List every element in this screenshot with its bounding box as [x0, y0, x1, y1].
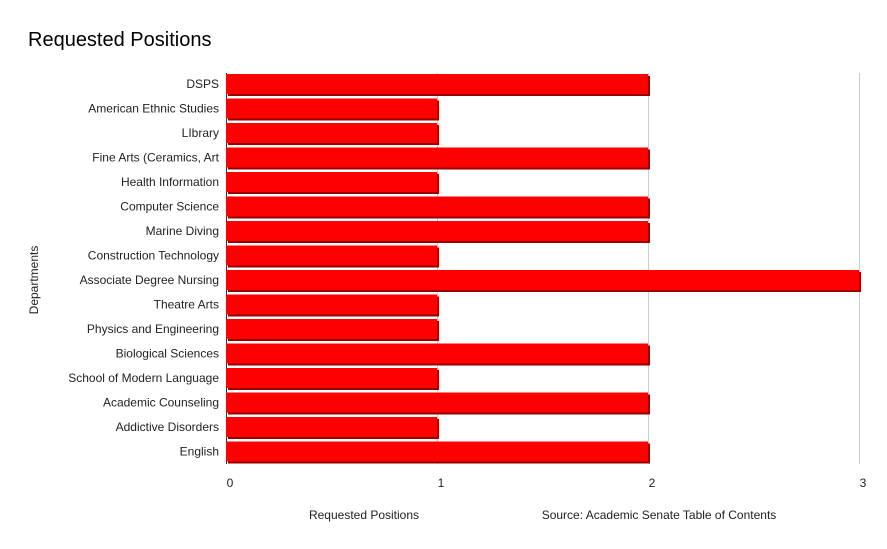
category-label: School of Modern Language	[68, 371, 219, 385]
x-tick-label: 0	[227, 476, 234, 490]
bar	[226, 196, 648, 217]
bar	[226, 441, 648, 462]
category-label: Fine Arts (Ceramics, Art	[92, 151, 219, 165]
chart-title: Requested Positions	[28, 29, 211, 51]
bar	[226, 392, 648, 413]
category-label: DSPS	[186, 77, 219, 91]
category-label: Physics and Engineering	[87, 322, 219, 336]
category-label: Biological Sciences	[116, 347, 219, 361]
bar	[226, 417, 437, 437]
x-tick-label: 1	[438, 476, 445, 490]
bar	[226, 270, 859, 290]
bar	[226, 123, 437, 143]
bar	[226, 319, 437, 339]
x-tick-labels: 0 1 2 3	[227, 476, 867, 490]
bar	[226, 221, 648, 241]
category-label: Associate Degree Nursing	[80, 273, 219, 287]
bar	[226, 172, 437, 192]
category-label: English	[180, 445, 219, 459]
category-label: American Ethnic Studies	[88, 102, 219, 116]
bar	[226, 147, 648, 168]
category-label: Academic Counseling	[103, 396, 219, 410]
category-label: Health Information	[121, 175, 219, 189]
category-label: Theatre Arts	[154, 298, 219, 312]
category-label: Addictive Disorders	[116, 420, 219, 434]
bar	[226, 294, 437, 315]
category-label: Marine Diving	[146, 224, 219, 238]
category-labels: DSPS American Ethnic Studies LIbrary Fine A…	[68, 77, 219, 459]
bar	[226, 74, 648, 94]
x-tick-label: 2	[649, 476, 656, 490]
source-note: Source: Academic Senate Table of Content…	[542, 508, 777, 522]
bar	[226, 98, 437, 119]
x-axis-title: Requested Positions	[309, 508, 419, 522]
bars	[226, 74, 861, 464]
y-axis-title: Departments	[27, 246, 41, 315]
category-label: LIbrary	[182, 126, 219, 140]
bar	[226, 343, 648, 364]
bar	[226, 245, 437, 266]
x-tick-label: 3	[860, 476, 867, 490]
category-label: Construction Technology	[88, 249, 219, 263]
bar	[226, 368, 437, 388]
category-label: Computer Science	[120, 200, 219, 214]
